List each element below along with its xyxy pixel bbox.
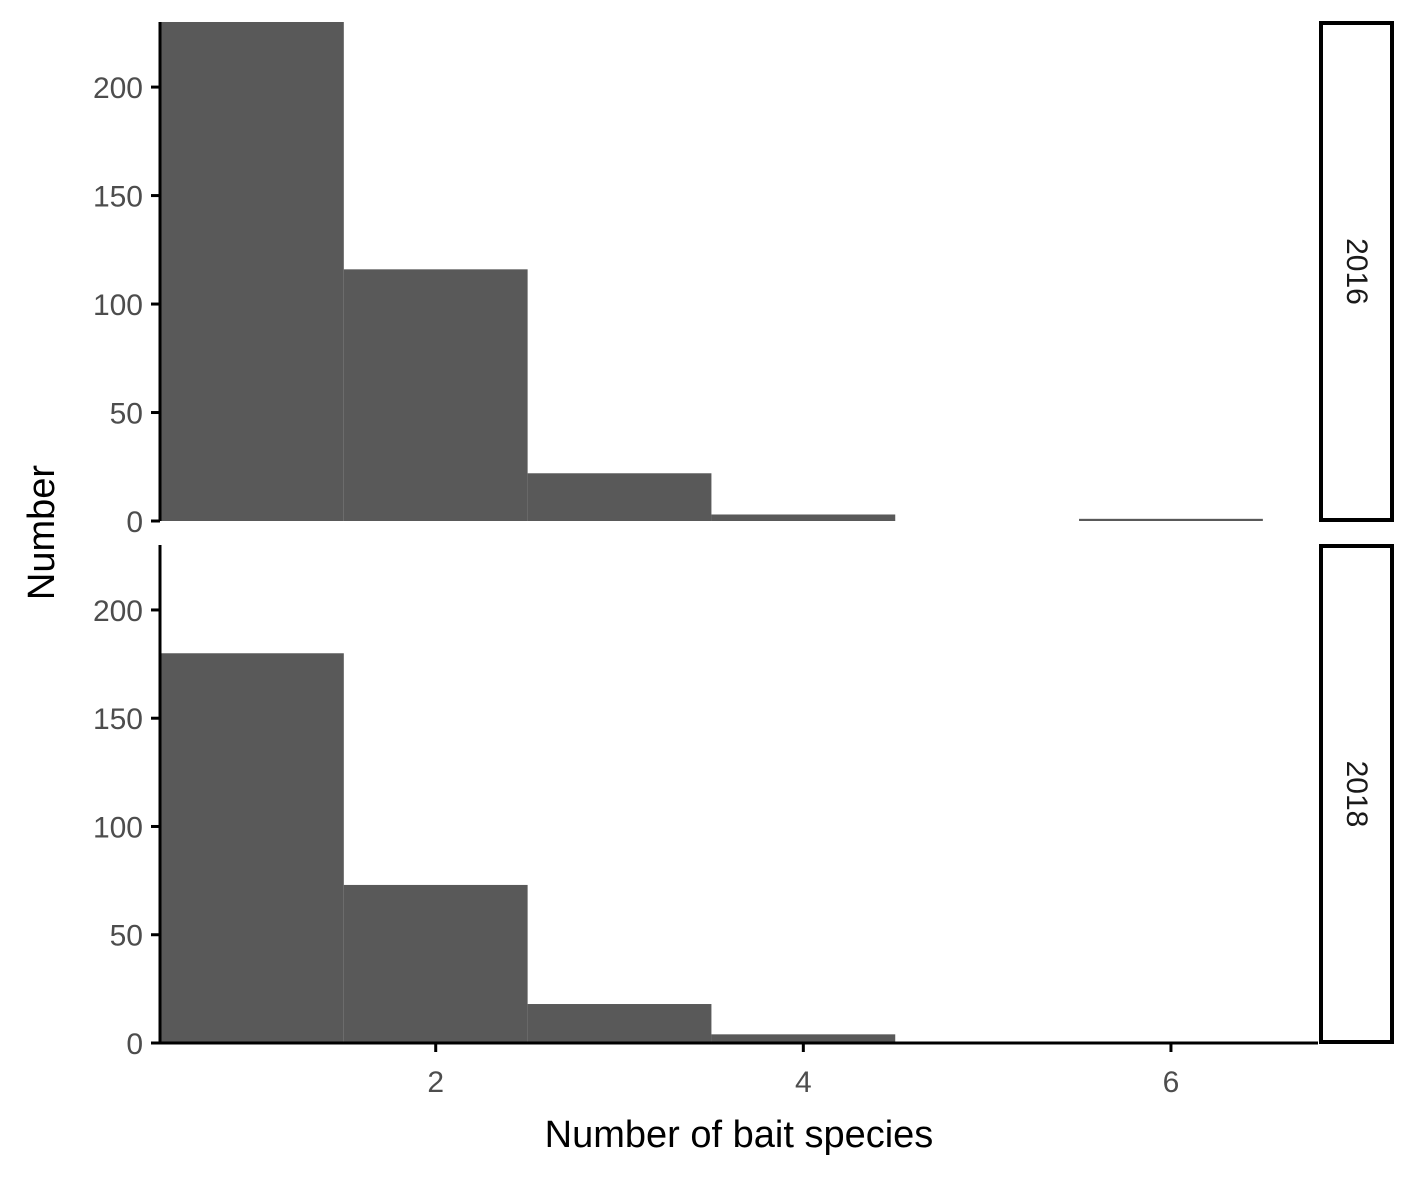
facet-strip-2018 xyxy=(1319,544,1394,1044)
y-tick-label-2018-0: 0 xyxy=(126,1028,143,1061)
bars-2018 xyxy=(160,653,896,1043)
y-tick-label-2016-0: 0 xyxy=(126,506,143,539)
facet-panel-2018: 0 50 100 150 200 2018 xyxy=(93,544,1394,1061)
bar-2016-bin-3 xyxy=(527,473,712,521)
facet-panels: 0 50 100 150 200 2016 0 50 100 150 200 2018 xyxy=(93,21,1394,1061)
y-tick-label-2016-150: 150 xyxy=(93,181,143,214)
bar-2016-bin-4 xyxy=(711,514,896,521)
y-tick-label-2018-100: 100 xyxy=(93,811,143,844)
x-tick-label-4: 4 xyxy=(795,1066,812,1099)
y-tick-label-2018-200: 200 xyxy=(93,595,143,628)
y-axis-title: Number xyxy=(21,465,63,600)
y-tick-label-2016-200: 200 xyxy=(93,72,143,105)
x-axis-title: Number of bait species xyxy=(545,1114,934,1156)
bar-2018-bin-1 xyxy=(160,653,344,1043)
y-tick-label-2018-150: 150 xyxy=(93,703,143,736)
bar-2018-bin-4 xyxy=(711,1034,896,1043)
x-tick-label-6: 6 xyxy=(1163,1066,1180,1099)
facet-strip-label-2018: 2018 xyxy=(1340,761,1373,828)
facet-strip-2016 xyxy=(1319,21,1394,522)
y-tick-label-2016-100: 100 xyxy=(93,289,143,322)
bars-2016 xyxy=(160,22,1263,522)
bar-2016-bin-6 xyxy=(1079,518,1263,521)
x-tick-label-2: 2 xyxy=(427,1066,444,1099)
y-tick-label-2016-50: 50 xyxy=(110,398,143,431)
bar-2018-bin-3 xyxy=(527,1004,712,1043)
bar-2016-bin-1 xyxy=(160,22,344,522)
bar-2018-bin-2 xyxy=(343,884,528,1043)
bar-2016-bin-2 xyxy=(343,269,528,521)
facet-panel-2016: 0 50 100 150 200 2016 xyxy=(93,21,1394,539)
facet-strip-label-2016: 2016 xyxy=(1340,238,1373,305)
y-tick-label-2018-50: 50 xyxy=(110,920,143,953)
x-axis: 2 4 6 xyxy=(160,1041,1318,1099)
